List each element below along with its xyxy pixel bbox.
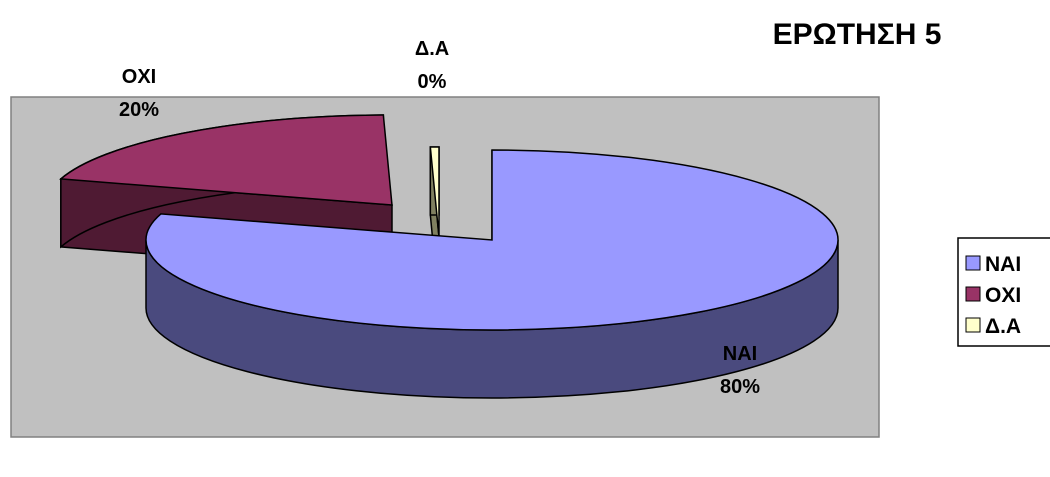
legend-item-da: Δ.Α xyxy=(965,315,1021,338)
legend-label-nai: ΝΑΙ xyxy=(985,253,1021,276)
slice-oxi-top xyxy=(58,114,393,206)
slice-da-top xyxy=(429,146,440,238)
legend: ΝΑΙ ΟΧΙ Δ.Α xyxy=(957,237,1050,347)
data-label-da-name: Δ.Α xyxy=(415,38,449,60)
chart-title: ΕΡΩΤΗΣΗ 5 xyxy=(773,18,942,51)
data-label-nai-name: ΝΑΙ xyxy=(723,343,757,365)
data-label-nai-percent: 80% xyxy=(720,376,760,398)
data-label-da-percent: 0% xyxy=(418,71,447,93)
legend-item-nai: ΝΑΙ xyxy=(965,253,1021,276)
legend-label-oxi: ΟΧΙ xyxy=(985,284,1021,307)
legend-swatch-nai xyxy=(965,255,981,271)
data-label-oxi-percent: 20% xyxy=(119,99,159,121)
data-label-oxi-name: ΟΧΙ xyxy=(122,66,156,88)
pie-layer xyxy=(58,114,839,399)
legend-label-da: Δ.Α xyxy=(985,315,1021,338)
legend-item-oxi: ΟΧΙ xyxy=(965,284,1021,307)
legend-swatch-da xyxy=(965,317,981,333)
legend-swatch-oxi xyxy=(965,286,981,302)
slice-nai xyxy=(145,149,839,399)
slice-nai-top xyxy=(145,149,839,331)
